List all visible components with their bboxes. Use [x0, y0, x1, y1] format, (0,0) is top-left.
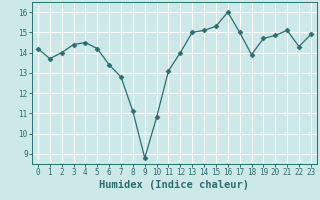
X-axis label: Humidex (Indice chaleur): Humidex (Indice chaleur): [100, 180, 249, 190]
